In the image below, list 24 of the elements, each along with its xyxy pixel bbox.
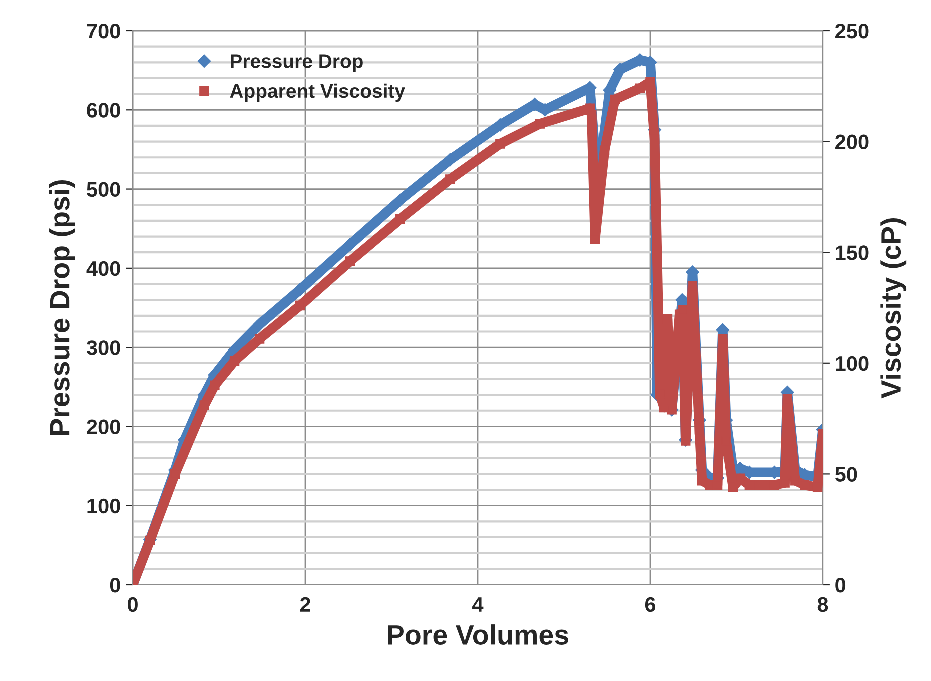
y2-tick-label: 250 — [836, 24, 869, 39]
y-tick-label: 300 — [86, 340, 120, 356]
y2-tick-label: 50 — [835, 467, 858, 482]
y-tick-label: 400 — [86, 261, 120, 276]
y-tick-label: 500 — [87, 182, 120, 198]
y-axis-title: Pressure Drop (psi) — [49, 180, 76, 436]
y2-tick-label: 0 — [836, 578, 846, 593]
y-tick-label: 700 — [87, 24, 120, 39]
y2-axis-title: Viscosity (cP) — [880, 218, 907, 399]
y2-tick-label: 150 — [836, 246, 869, 260]
x-tick-label: 8 — [818, 597, 828, 612]
x-tick-label: 4 — [472, 598, 484, 612]
y-tick-label: 200 — [87, 420, 120, 434]
y-tick-label: 600 — [87, 103, 120, 118]
x-axis-title: Pore Volumes — [388, 624, 568, 645]
legend-label: Pressure Drop — [231, 54, 363, 72]
x-tick-label: 0 — [128, 597, 138, 612]
y2-tick-label: 200 — [836, 134, 869, 150]
x-tick-label: 6 — [645, 597, 656, 612]
y-tick-label: 0 — [110, 578, 120, 593]
y-tick-label: 100 — [88, 498, 120, 514]
x-tick-label: 2 — [300, 597, 310, 612]
legend-label: Apparent Viscosity — [230, 84, 406, 102]
y2-tick-label: 100 — [836, 356, 869, 372]
